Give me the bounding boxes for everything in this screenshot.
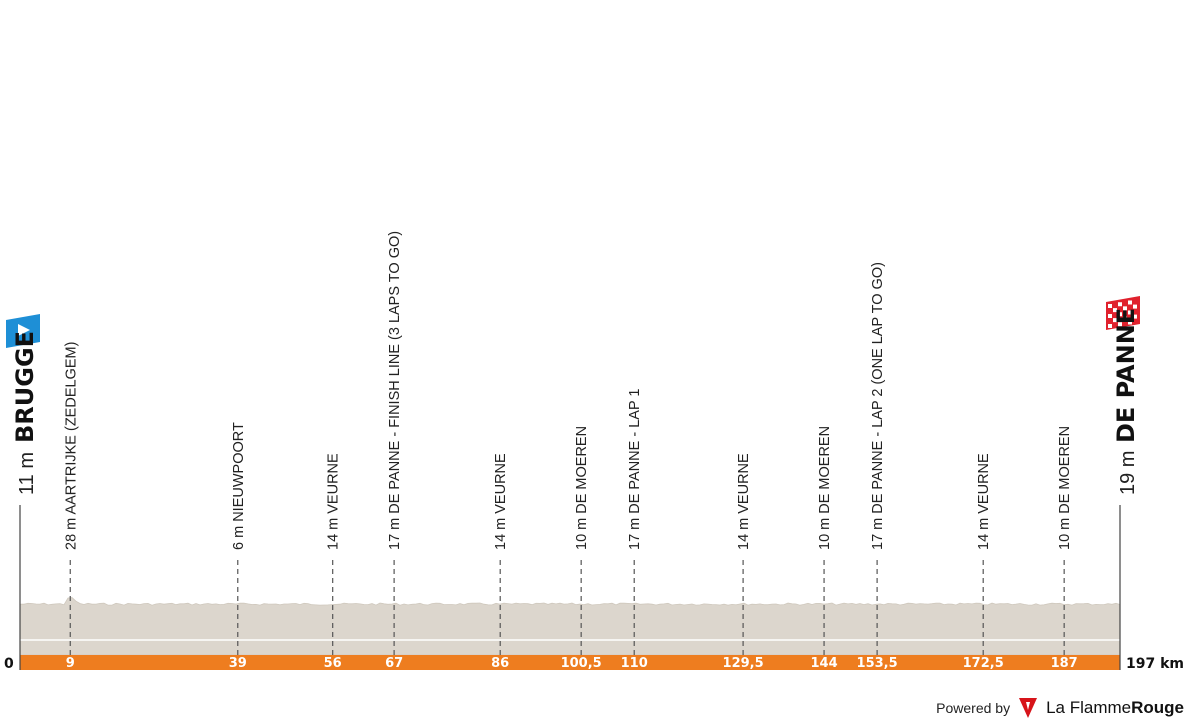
checker-square xyxy=(1113,318,1117,323)
waypoint-label: 10 m DE MOEREN xyxy=(1057,426,1073,550)
flamme-rouge-logo-icon xyxy=(1019,698,1038,718)
waypoint-label: 28 m AARTRIJKE (ZEDELGEM) xyxy=(63,342,79,550)
finish-flag-icon xyxy=(1106,296,1140,330)
waypoint-km-label: 39 xyxy=(229,656,247,671)
powered-by-text: Powered by xyxy=(936,700,1011,716)
waypoint-km-label: 86 xyxy=(491,656,509,671)
start-flag-icon xyxy=(6,314,40,348)
waypoint-km-label: 100,5 xyxy=(561,656,602,671)
brand-name: La FlammeRouge xyxy=(1046,698,1184,718)
powered-by: Powered by La FlammeRouge xyxy=(936,697,1184,719)
checker-square xyxy=(1118,322,1122,327)
waypoint-label: 10 m DE MOEREN xyxy=(817,426,833,550)
waypoint-label: 14 m VEURNE xyxy=(493,453,509,550)
checker-square xyxy=(1108,304,1112,308)
waypoint-km-label: 67 xyxy=(385,656,403,671)
waypoint-label: 14 m VEURNE xyxy=(326,453,342,550)
start-altitude: 11 m xyxy=(16,452,38,495)
checker-square xyxy=(1118,312,1122,317)
checker-square xyxy=(1108,324,1112,328)
waypoint-label: 10 m DE MOEREN xyxy=(574,426,590,550)
waypoint-km-label: 56 xyxy=(324,656,342,671)
waypoint-label: 17 m DE PANNE - LAP 1 xyxy=(627,389,643,550)
waypoint-km-label: 144 xyxy=(810,656,837,671)
checker-square xyxy=(1113,308,1117,313)
waypoint-km-label: 172,5 xyxy=(963,656,1004,671)
finish-town: DE PANNE xyxy=(1112,308,1140,443)
distance-bar xyxy=(20,655,1120,670)
brand-bold: Rouge xyxy=(1131,698,1184,717)
checker-square xyxy=(1118,302,1122,307)
waypoint-km-label: 153,5 xyxy=(857,656,898,671)
km-end-label: 197 km xyxy=(1126,656,1184,672)
checker-square xyxy=(1133,304,1137,309)
checker-square xyxy=(1128,310,1132,315)
brand-main: La Flamme xyxy=(1046,698,1132,717)
checker-square xyxy=(1128,300,1132,305)
waypoint-label: 14 m VEURNE xyxy=(976,453,992,550)
km-start-label: 0 xyxy=(4,656,14,672)
checker-square xyxy=(1128,320,1132,325)
waypoint-km-label: 9 xyxy=(66,656,75,671)
waypoint-km-label: 187 xyxy=(1051,656,1078,671)
checker-square xyxy=(1108,314,1112,318)
checker-square xyxy=(1133,314,1137,319)
waypoint-km-label: 110 xyxy=(621,656,648,671)
waypoint-label: 17 m DE PANNE - LAP 2 (ONE LAP TO GO) xyxy=(870,262,886,550)
finish-altitude: 19 m xyxy=(1117,451,1139,495)
waypoint-km-label: 129,5 xyxy=(723,656,764,671)
start-town: BRUGGE xyxy=(11,331,39,443)
elevation-profile-area xyxy=(19,597,1121,656)
waypoint-label: 6 m NIEUWPOORT xyxy=(231,422,247,550)
waypoint-label: 17 m DE PANNE - FINISH LINE (3 LAPS TO G… xyxy=(387,231,403,550)
waypoint-label: 14 m VEURNE xyxy=(736,453,752,550)
checker-square xyxy=(1123,316,1127,321)
checker-square xyxy=(1123,306,1127,311)
